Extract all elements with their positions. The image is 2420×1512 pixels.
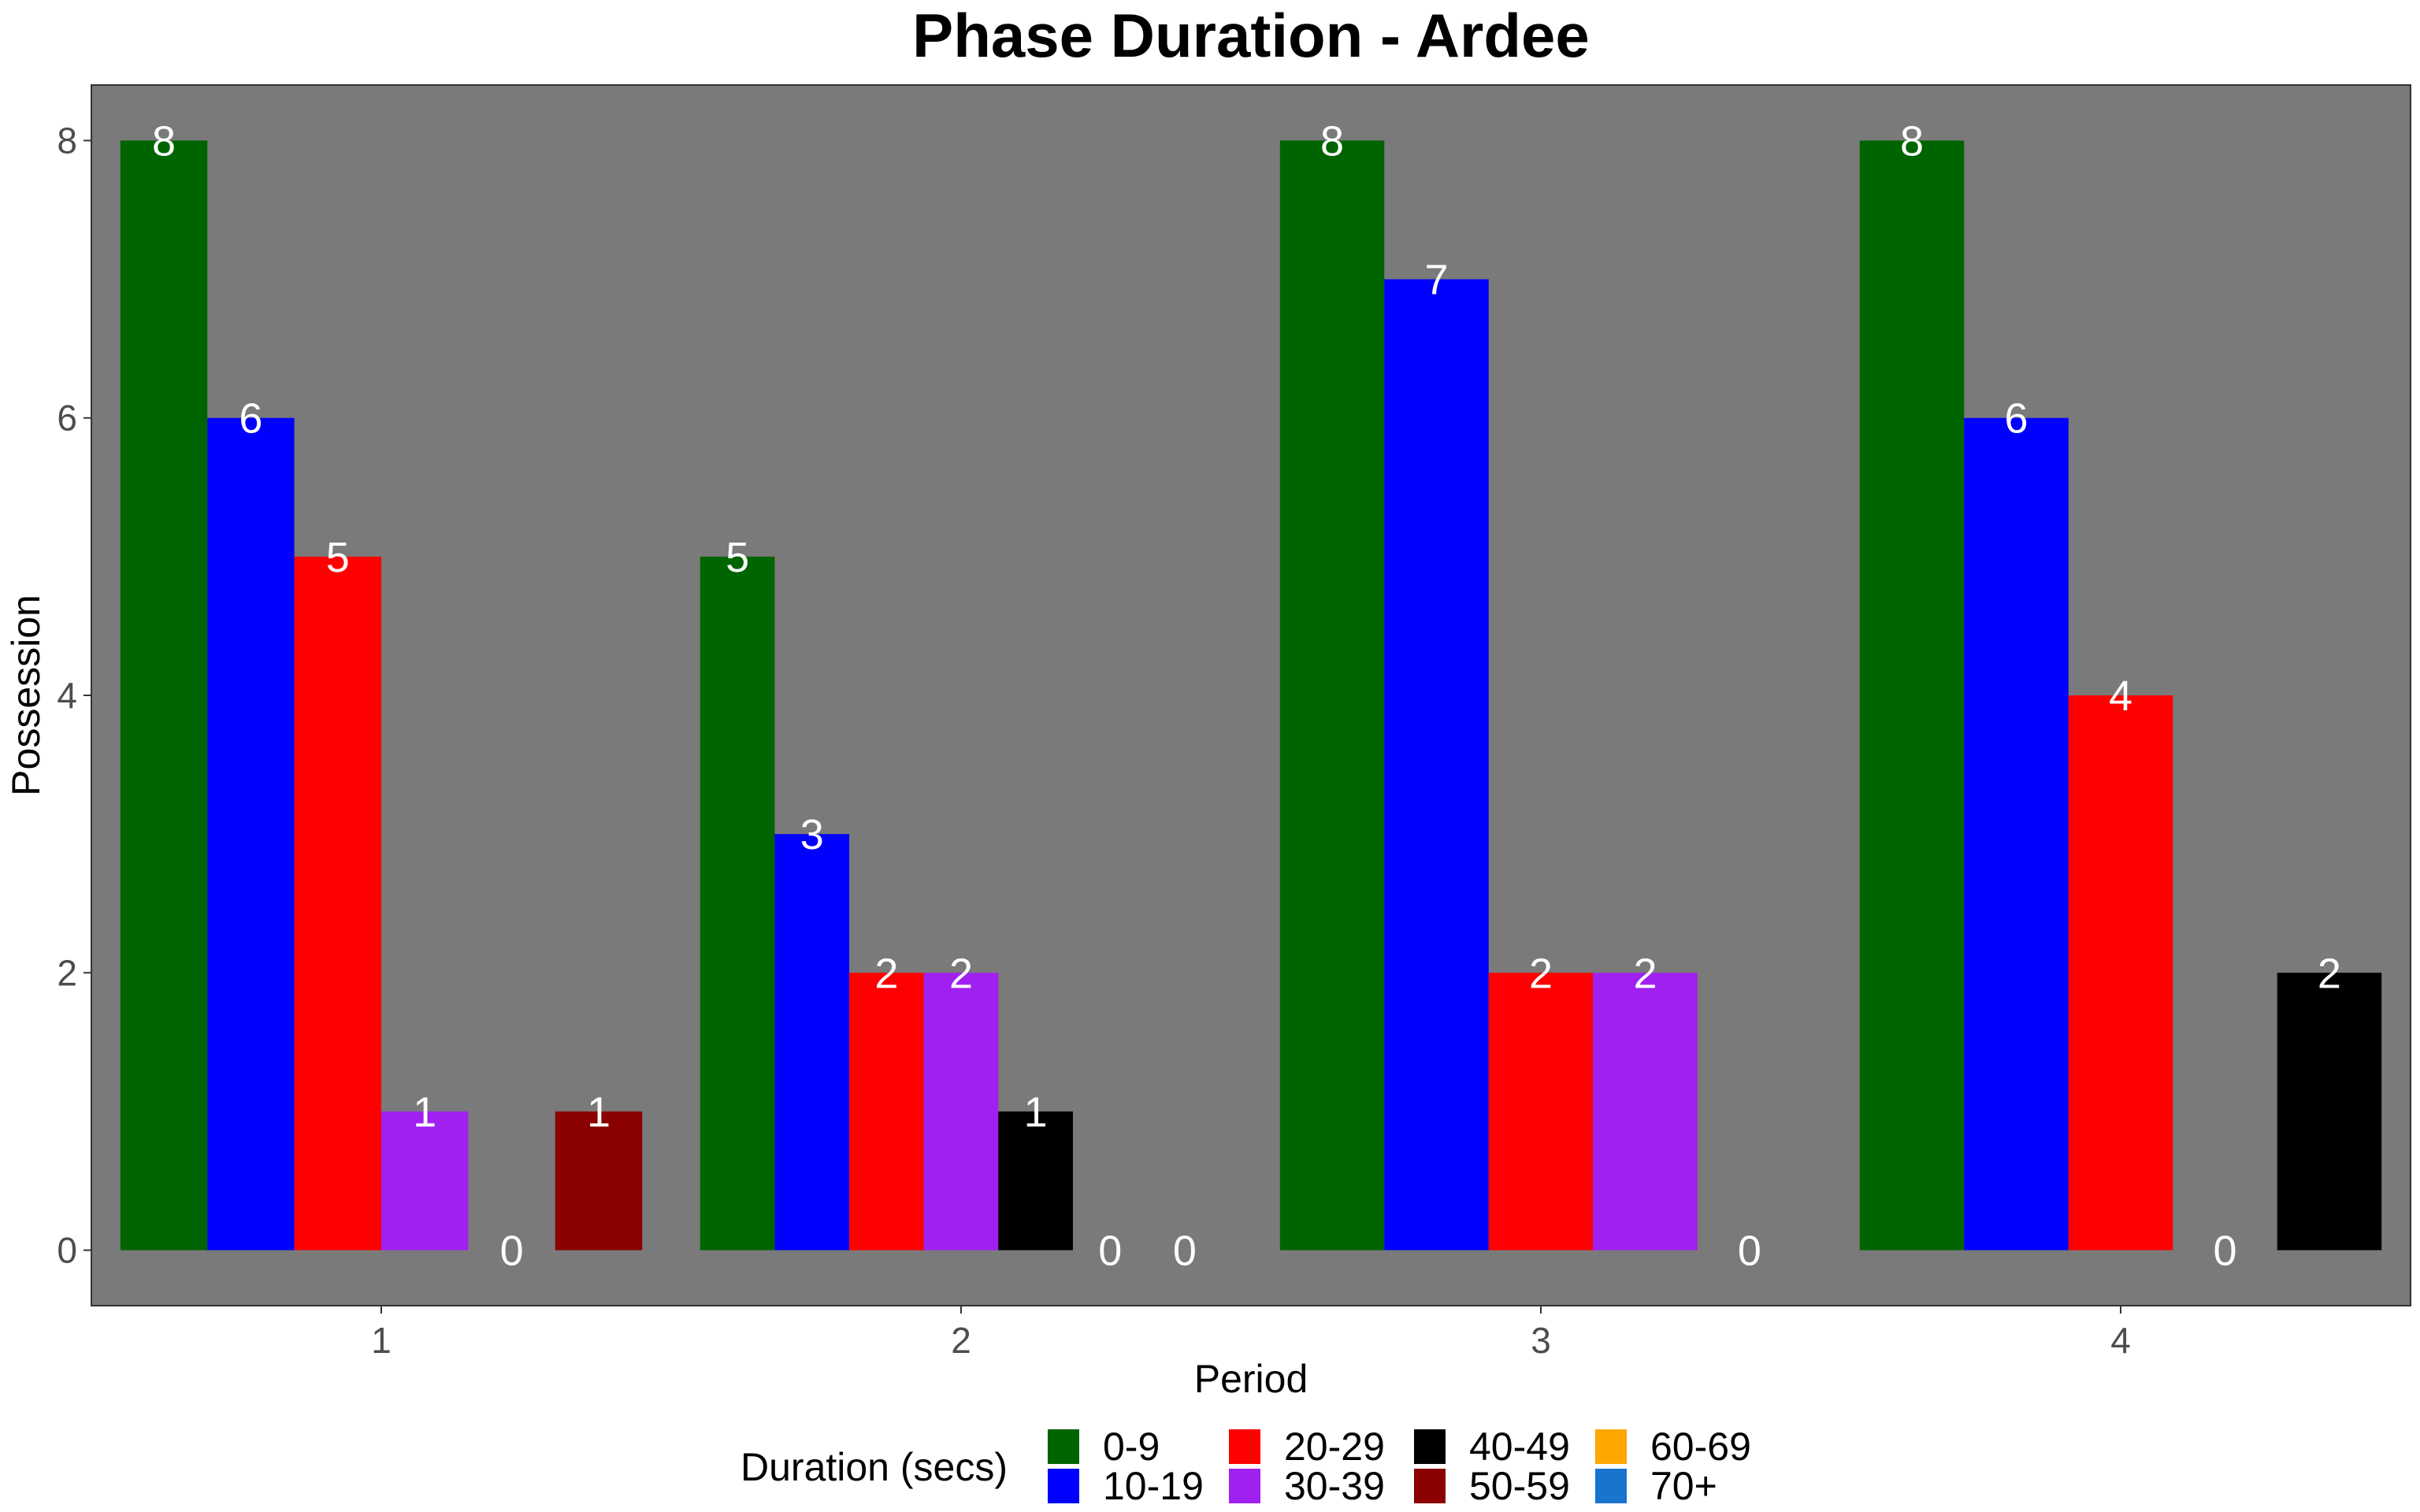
legend-key-0-9 bbox=[1048, 1429, 1079, 1464]
bar-1-20-29 bbox=[295, 557, 381, 1251]
legend-key-20-29 bbox=[1229, 1429, 1260, 1464]
chart-title: Phase Duration - Ardee bbox=[912, 1, 1590, 70]
legend-title: Duration (secs) bbox=[740, 1445, 1008, 1489]
chart: Phase Duration - Ardee 0 2 4 6 8 1 2 3 4 8 6 5 1 0 1… bbox=[0, 0, 2420, 1512]
legend-key-70+ bbox=[1595, 1469, 1627, 1503]
legend-label-0-9: 0-9 bbox=[1103, 1425, 1160, 1469]
y-tick-label: 4 bbox=[57, 675, 77, 716]
bar-2-20-29 bbox=[849, 973, 924, 1250]
y-tick-label: 0 bbox=[57, 1230, 77, 1271]
bar-2-30-39 bbox=[924, 973, 999, 1250]
bar-label-4-40-49: 2 bbox=[2318, 950, 2341, 997]
legend-key-40-49 bbox=[1414, 1429, 1446, 1464]
bar-1-0-9 bbox=[121, 140, 207, 1250]
legend-label-70+: 70+ bbox=[1650, 1464, 1717, 1508]
x-tick-label: 2 bbox=[951, 1320, 971, 1361]
legend-label-40-49: 40-49 bbox=[1469, 1425, 1570, 1469]
bar-label-2-10-19: 3 bbox=[800, 811, 824, 858]
legend-key-30-39 bbox=[1229, 1469, 1260, 1503]
bar-3-20-29 bbox=[1489, 973, 1593, 1250]
bar-label-4-10-19: 6 bbox=[2004, 395, 2028, 443]
bar-4-40-49 bbox=[2277, 973, 2381, 1250]
bar-4-10-19 bbox=[1964, 418, 2068, 1251]
legend-label-30-39: 30-39 bbox=[1284, 1464, 1385, 1508]
bar-3-10-19 bbox=[1384, 280, 1488, 1251]
bar-1-10-19 bbox=[207, 418, 294, 1251]
bar-label-3-0-9: 8 bbox=[1320, 117, 1344, 165]
y-axis: 0 2 4 6 8 bbox=[57, 120, 91, 1270]
bar-label-1-30-39: 1 bbox=[413, 1088, 436, 1136]
bar-label-1-10-19: 6 bbox=[239, 395, 262, 443]
bar-label-2-0-9: 5 bbox=[726, 534, 749, 581]
bar-label-1-20-29: 5 bbox=[326, 534, 350, 581]
legend-key-60-69 bbox=[1595, 1429, 1627, 1464]
x-tick-label: 1 bbox=[371, 1320, 392, 1361]
bar-label-2-60-69: 0 bbox=[1173, 1228, 1197, 1275]
legend-key-50-59 bbox=[1414, 1469, 1446, 1503]
legend-label-10-19: 10-19 bbox=[1103, 1464, 1204, 1508]
legend-key-10-19 bbox=[1048, 1469, 1079, 1503]
x-axis: 1 2 3 4 bbox=[371, 1306, 2131, 1361]
bar-label-3-40-49: 0 bbox=[1738, 1228, 1761, 1275]
legend-label-50-59: 50-59 bbox=[1469, 1464, 1570, 1508]
bar-label-4-30-39: 0 bbox=[2213, 1228, 2236, 1275]
bar-label-2-50-59: 0 bbox=[1098, 1228, 1122, 1275]
bar-3-30-39 bbox=[1593, 973, 1697, 1250]
bar-label-2-20-29: 2 bbox=[874, 950, 898, 997]
bar-label-2-40-49: 1 bbox=[1024, 1088, 1048, 1136]
bar-label-3-20-29: 2 bbox=[1529, 950, 1553, 997]
y-tick-label: 2 bbox=[57, 952, 77, 993]
y-tick-label: 6 bbox=[57, 398, 77, 439]
bar-label-1-40-49: 0 bbox=[500, 1228, 524, 1275]
x-tick-label: 3 bbox=[1531, 1320, 1551, 1361]
x-tick-label: 4 bbox=[2110, 1320, 2131, 1361]
bar-4-20-29 bbox=[2069, 695, 2173, 1251]
bar-label-4-20-29: 4 bbox=[2109, 673, 2132, 720]
y-tick-label: 8 bbox=[57, 120, 77, 161]
bar-label-1-50-59: 1 bbox=[587, 1088, 611, 1136]
y-axis-title: Possession bbox=[4, 595, 48, 796]
bar-2-10-19 bbox=[774, 834, 849, 1250]
bar-label-2-30-39: 2 bbox=[949, 950, 973, 997]
legend-label-20-29: 20-29 bbox=[1284, 1425, 1385, 1469]
x-axis-title: Period bbox=[1194, 1357, 1308, 1401]
legend-label-60-69: 60-69 bbox=[1650, 1425, 1751, 1469]
bar-label-4-0-9: 8 bbox=[1900, 117, 1924, 165]
bar-4-0-9 bbox=[1860, 140, 1964, 1250]
bar-label-3-10-19: 7 bbox=[1424, 257, 1448, 304]
bar-3-0-9 bbox=[1280, 140, 1384, 1250]
bar-label-3-30-39: 2 bbox=[1633, 950, 1657, 997]
bar-2-0-9 bbox=[700, 557, 775, 1251]
bar-label-1-0-9: 8 bbox=[152, 117, 176, 165]
